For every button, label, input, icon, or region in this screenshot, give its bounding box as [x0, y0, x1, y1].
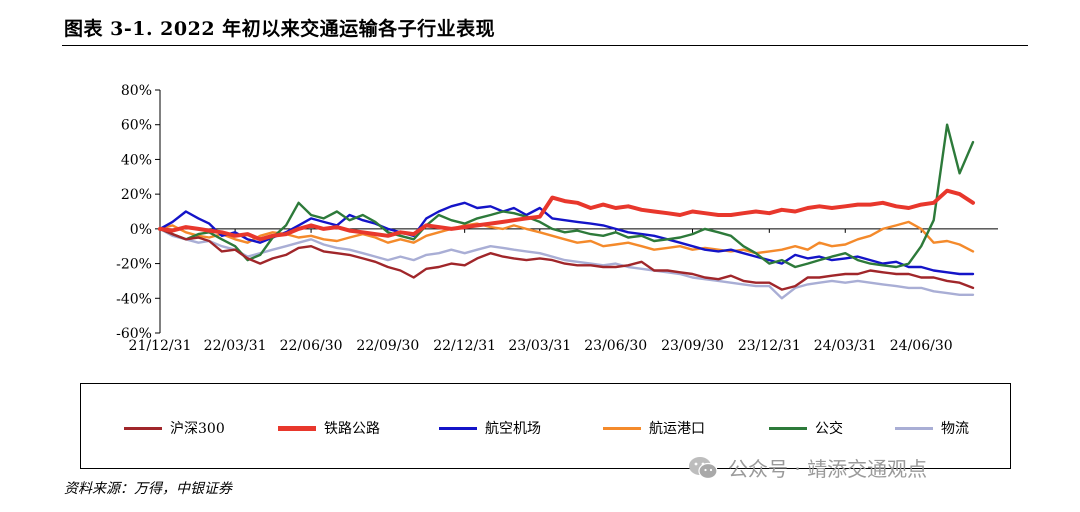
x-tick-label: 24/06/30 [890, 338, 953, 354]
series-line-3 [158, 220, 975, 255]
legend-swatch-shipping [603, 426, 641, 430]
legend-label: 航空机场 [485, 421, 541, 437]
legend-swatch-rail-road [278, 425, 316, 431]
y-tick-label: -20% [116, 257, 152, 273]
series-line-4 [158, 123, 975, 269]
figure-title: 图表 3-1. 2022 年初以来交通运输各子行业表现 [64, 18, 496, 40]
y-tick-label: 80% [121, 83, 152, 99]
legend-label: 公交 [815, 421, 843, 437]
series-line-0 [158, 227, 975, 291]
y-tick-label: 0% [130, 222, 152, 238]
legend-item-hs300: 沪深300 [124, 418, 225, 438]
legend-item-shipping: 航运港口 [603, 418, 705, 438]
y-tick-label: 20% [121, 187, 152, 203]
legend-label: 物流 [941, 421, 969, 437]
x-tick-label: 22/06/30 [280, 338, 343, 354]
legend-label: 铁路公路 [324, 421, 380, 437]
legend-label: 沪深300 [170, 421, 225, 437]
x-tick-label: 22/03/31 [204, 338, 267, 354]
watermark-text: 公众号 · 靖添交通观点 [728, 457, 928, 481]
legend-item-logistics: 物流 [895, 418, 969, 438]
wechat-icon [689, 456, 718, 479]
legend-label: 航运港口 [649, 421, 705, 437]
x-tick-label: 24/03/31 [814, 338, 877, 354]
series-line-5 [158, 227, 975, 300]
y-tick-label: 40% [121, 152, 152, 168]
series-line-1 [158, 188, 975, 242]
title-rule [62, 45, 1028, 46]
legend-item-aviation: 航空机场 [439, 418, 541, 438]
source-note: 资料来源：万得，中银证券 [64, 481, 232, 497]
x-tick-label: 23/03/31 [508, 338, 571, 354]
series-line-2 [158, 201, 975, 276]
legend-swatch-aviation [439, 426, 477, 430]
x-tick-label: 22/09/30 [356, 338, 419, 354]
axis-layer: -60% -40% -20% 0% 20% 40% 60% 80% 21/12/31 22/03/… [116, 83, 998, 354]
x-tick-label: 22/12/31 [433, 338, 496, 354]
legend-swatch-logistics [895, 426, 933, 430]
watermark: 公众号 · 靖添交通观点 [688, 453, 927, 482]
series-layer [158, 123, 975, 300]
x-tick-label: 23/09/30 [661, 338, 724, 354]
y-tick-label: -40% [116, 291, 152, 307]
x-tick-label: 23/06/30 [584, 338, 647, 354]
y-tick-label: -60% [116, 326, 152, 342]
y-tick-label: 60% [121, 118, 152, 134]
legend-item-transit: 公交 [769, 418, 843, 438]
x-tick-label: 23/12/31 [738, 338, 801, 354]
x-tick-label: 21/12/31 [129, 338, 192, 354]
legend-swatch-hs300 [124, 426, 162, 430]
legend-item-rail-road: 铁路公路 [278, 418, 380, 438]
legend-swatch-transit [769, 426, 807, 430]
legend: 沪深300 铁路公路 航空机场 航运港口 公交 物流 [80, 383, 1011, 469]
